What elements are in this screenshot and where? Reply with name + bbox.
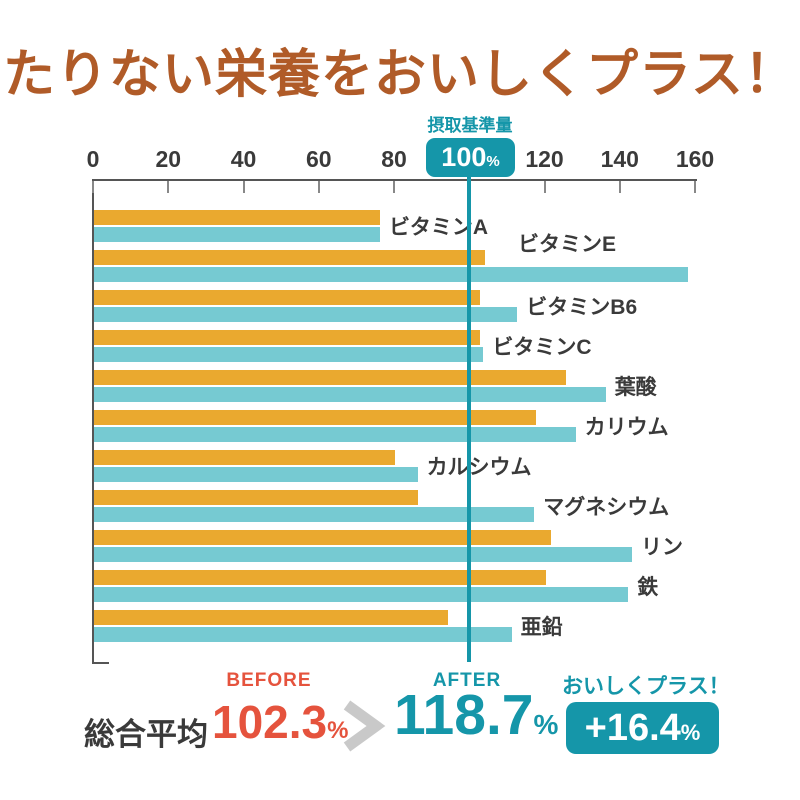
before-bar [94, 490, 418, 505]
category-label: 亜鉛 [520, 616, 563, 639]
category-label: リン [641, 536, 684, 559]
overall-average-label: 総合平均 [84, 717, 208, 752]
after-bar [94, 267, 689, 282]
after-value: 118.7% [394, 687, 558, 744]
before-value-unit: % [327, 717, 349, 744]
before-bar [94, 450, 395, 465]
category-label: ビタミンA [388, 216, 489, 239]
after-bar [94, 467, 418, 482]
after-bar [94, 507, 535, 522]
delicious-plus-label: おいしくプラス！ [562, 675, 730, 698]
category-label: ビタミンC [492, 336, 592, 359]
x-axis-tick-label: 80 [381, 146, 407, 172]
x-axis-tick-label: 140 [600, 146, 639, 172]
x-axis-tick-label: 120 [525, 146, 564, 172]
before-bar [94, 610, 448, 625]
before-bar [94, 290, 480, 305]
page-title: たりない栄養をおいしくプラス！ [3, 46, 797, 104]
before-bar [94, 530, 552, 545]
x-axis-tick-label: 60 [305, 146, 332, 172]
before-value: 102.3% [212, 699, 348, 745]
x-axis-tick-label: 40 [230, 146, 257, 172]
x-axis-tick-mark [694, 181, 696, 193]
plus-value-number: +16.4 [584, 707, 681, 749]
before-bar [94, 570, 546, 585]
before-value-number: 102.3 [212, 696, 328, 748]
after-bar [94, 627, 512, 642]
before-label: BEFORE [226, 670, 312, 691]
after-value-unit: % [533, 709, 559, 740]
before-bar [94, 210, 380, 225]
after-value-number: 118.7 [394, 683, 534, 747]
x-axis-tick-mark [242, 181, 245, 193]
category-label: ビタミンE [518, 233, 617, 256]
after-bar [94, 427, 576, 442]
x-axis-tick-mark [317, 181, 320, 193]
x-axis-tick-mark [92, 181, 94, 193]
before-bar [94, 370, 567, 385]
standard-100-badge: 100 % [426, 138, 515, 177]
plus-value-unit: % [680, 720, 701, 745]
x-axis-tick-mark [618, 181, 621, 193]
x-axis-tick-label: 160 [675, 146, 715, 172]
after-bar [94, 587, 629, 602]
x-axis-tick-mark [167, 181, 170, 193]
x-axis-tick-label: 20 [155, 146, 182, 172]
x-axis-tick-label: 0 [86, 146, 100, 172]
after-bar [94, 227, 380, 242]
category-label: マグネシウム [543, 496, 670, 519]
after-bar [94, 307, 518, 322]
standard-intake-label: 摂取基準量 [427, 116, 513, 135]
x-axis-tick-mark [543, 181, 546, 193]
before-bar [94, 330, 480, 345]
before-bar [94, 250, 486, 265]
plus-value-badge: +16.4 % [566, 702, 719, 754]
category-label: カルシウム [426, 456, 532, 479]
x-axis-tick-mark [393, 181, 395, 193]
category-label: ビタミンB6 [526, 296, 638, 319]
category-label: 葉酸 [614, 376, 657, 399]
before-bar [94, 410, 537, 425]
y-axis-line [92, 179, 94, 664]
after-bar [94, 387, 606, 402]
x-axis-line [92, 179, 697, 181]
reference-line-100 [467, 176, 471, 662]
after-bar [94, 547, 633, 562]
y-axis-end-tick [92, 662, 109, 664]
standard-value: 100 [441, 142, 487, 172]
after-bar [94, 347, 484, 362]
category-label: カリウム [584, 416, 669, 439]
chevron-right-icon [340, 699, 386, 758]
category-label: 鉄 [637, 576, 659, 599]
after-label: AFTER [432, 670, 502, 691]
standard-unit: % [486, 152, 500, 170]
